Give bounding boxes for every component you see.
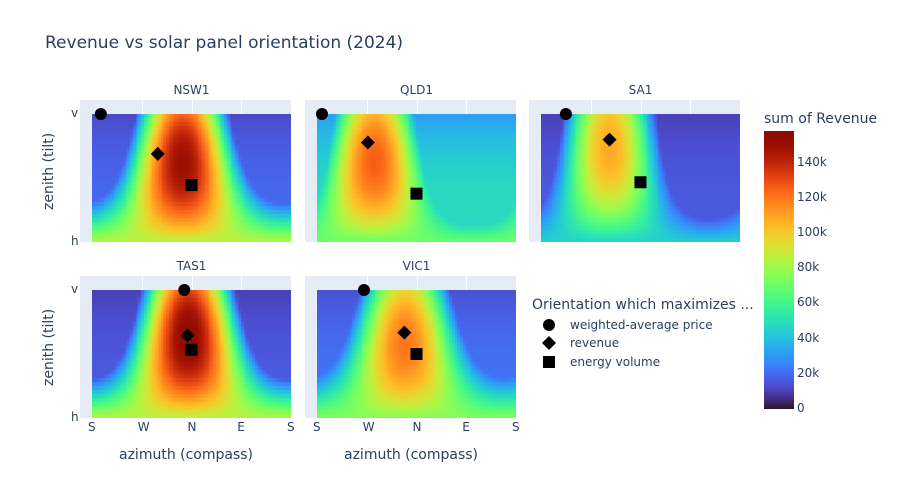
marker-price-nsw1[interactable] [94, 108, 107, 120]
marker-revenue-vic1[interactable] [397, 325, 412, 340]
marker-energy-nsw1[interactable] [185, 179, 198, 192]
legend-diamond-icon [542, 336, 556, 350]
subplot-sa1 [529, 100, 740, 242]
x-tick-label: S [88, 420, 96, 434]
colorbar-tick-label: 60k [797, 295, 820, 310]
x-tick-label: N [187, 420, 197, 434]
marker-energy-tas1[interactable] [185, 343, 198, 356]
x-tick-label: E [237, 420, 245, 434]
colorbar-tick-label: 0 [797, 401, 805, 415]
subplot-title-sa1: SA1 [628, 83, 653, 97]
colorbar-tick-label: 100k [797, 225, 827, 240]
marker-price-sa1[interactable] [559, 108, 572, 120]
marker-price-tas1[interactable] [178, 284, 191, 296]
y-tick-label: h [71, 410, 79, 424]
colorbar-tick-label: 80k [797, 260, 820, 275]
x-tick-label: E [462, 420, 470, 434]
legend-title: Orientation which maximizes ... [532, 297, 754, 313]
marker-price-vic1[interactable] [357, 284, 370, 296]
y-tick-label: h [71, 234, 79, 248]
heatmap-qld1 [317, 114, 516, 242]
legend-item-revenue[interactable]: revenue [570, 336, 620, 350]
x-tick-label: S [512, 420, 520, 434]
colorbar-tick-label: 20k [797, 365, 820, 380]
subplot-title-tas1: TAS1 [176, 259, 207, 273]
marker-revenue-nsw1[interactable] [150, 146, 165, 161]
subplot-title-nsw1: NSW1 [173, 83, 210, 97]
x-tick-label: S [313, 420, 321, 434]
legend-square-icon [543, 356, 555, 368]
marker-revenue-tas1[interactable] [180, 328, 195, 343]
y-tick-label: v [71, 106, 79, 120]
colorbar-tick-label: 140k [797, 154, 827, 169]
marker-energy-sa1[interactable] [634, 176, 647, 189]
x-tick-label: S [287, 420, 295, 434]
subplot-title-qld1: QLD1 [399, 83, 434, 97]
x-axis-title-col1: azimuth (compass) [119, 447, 254, 463]
y-tick-label: v [71, 282, 79, 296]
x-tick-label: W [362, 420, 375, 434]
colorbar-tick-label: 120k [797, 189, 827, 204]
marker-price-qld1[interactable] [315, 108, 328, 120]
marker-revenue-qld1[interactable] [360, 135, 375, 150]
x-axis-title-col2: azimuth (compass) [344, 447, 479, 463]
x-tick-label: W [137, 420, 150, 434]
chart-title: Revenue vs solar panel orientation (2024… [45, 33, 404, 53]
colorbar-tick-label: 40k [797, 330, 820, 345]
marker-revenue-sa1[interactable] [602, 132, 617, 147]
marker-energy-qld1[interactable] [410, 187, 423, 200]
subplot-qld1 [305, 100, 516, 242]
colorbar-title: sum of Revenue [764, 111, 878, 127]
legend-circle-icon [543, 319, 555, 331]
subplot-title-vic1: VIC1 [402, 259, 431, 273]
subplot-nsw1 [80, 100, 291, 242]
x-tick-label: N [412, 420, 422, 434]
legend-item-price[interactable]: weighted-average price [570, 318, 713, 332]
heatmap-nsw1 [92, 114, 291, 242]
colorbar-gradient [764, 131, 794, 409]
marker-energy-vic1[interactable] [410, 348, 423, 360]
legend-item-energy[interactable]: energy volume [570, 355, 661, 369]
